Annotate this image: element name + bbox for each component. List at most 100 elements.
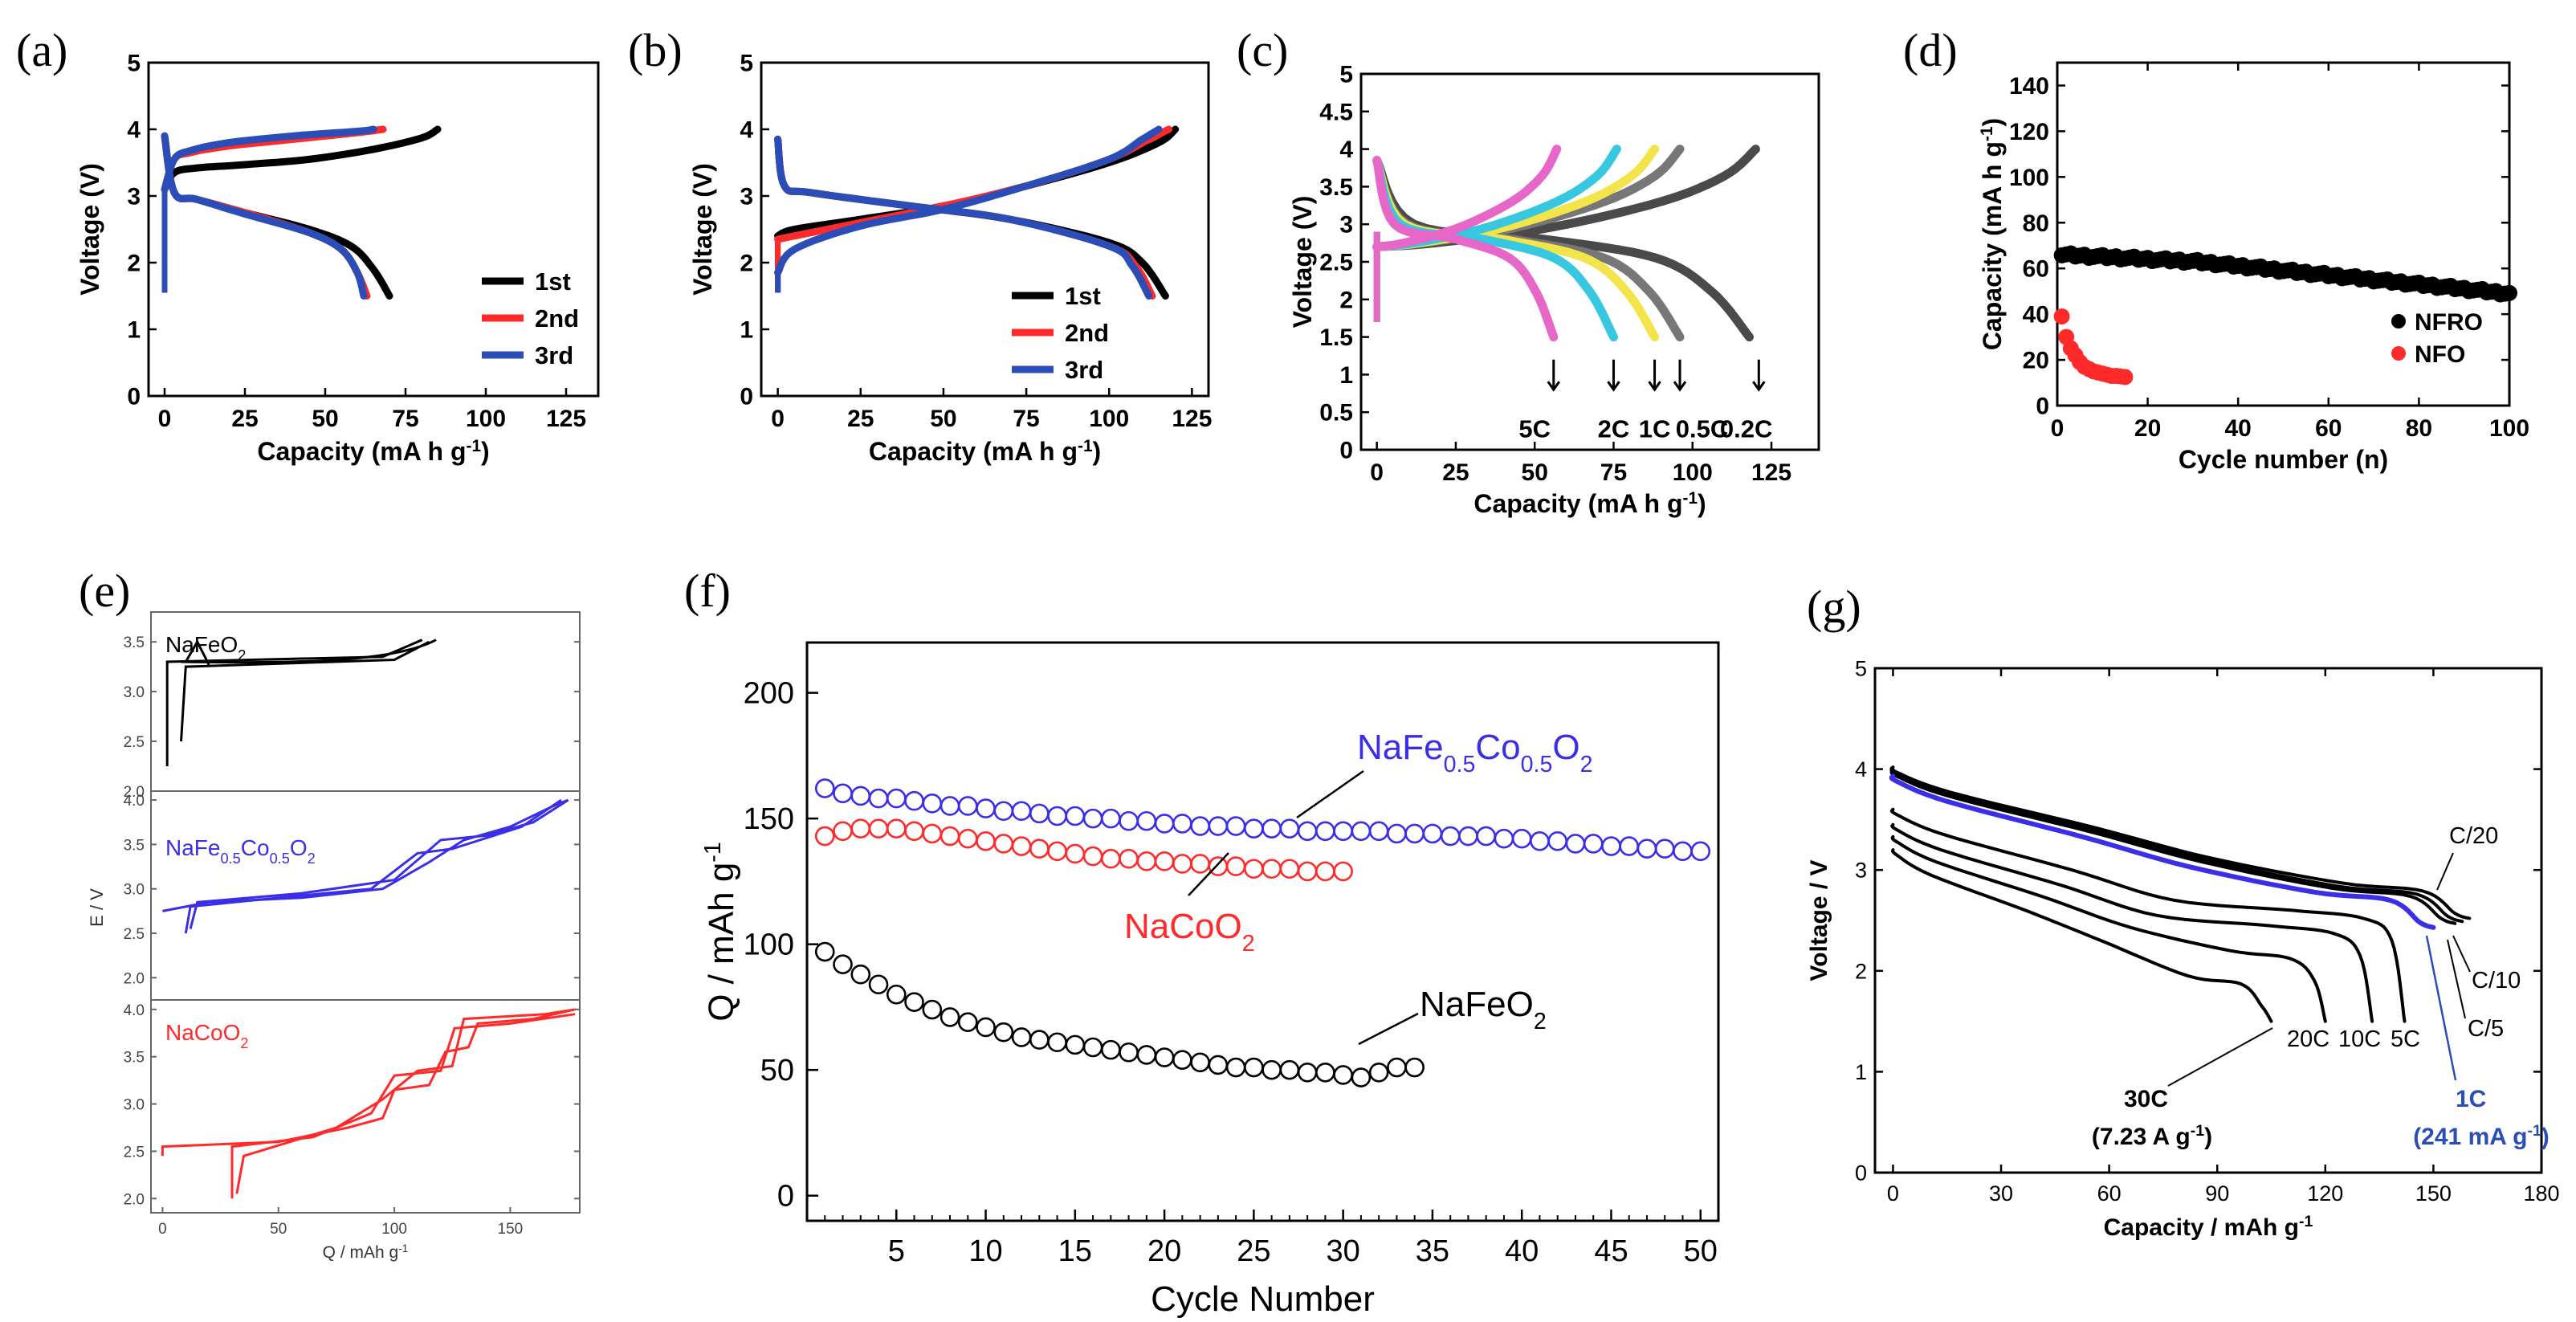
x-tick-label: 0 (1370, 459, 1384, 486)
rate-label-30c-current: (7.23 A g-1) (2092, 1122, 2212, 1150)
y-tick-label: 3.0 (124, 882, 145, 899)
y-tick-label: 3 (1855, 859, 1867, 883)
y-tick-label: 120 (2009, 119, 2049, 145)
leader-c10 (2452, 935, 2471, 973)
point-black (1225, 1057, 1246, 1078)
point-purple (1654, 838, 1675, 859)
point-purple (1244, 818, 1264, 838)
y-tick-label: 2 (127, 251, 141, 277)
point-purple (1494, 828, 1514, 849)
panel-g: 0 30 60 90 120 150 180 0 1 2 3 4 5 Capacity / mAh g-1… (1806, 656, 2560, 1241)
leader-nacoo2 (1188, 852, 1229, 896)
x-tick-label: 25 (1442, 459, 1469, 486)
y-tick-label: 2.0 (124, 784, 145, 801)
point-red (1011, 836, 1032, 856)
y-tick-label: 4 (740, 117, 753, 144)
nacoo2-curve (235, 1008, 576, 1194)
rate-label-c20: C/20 (2449, 823, 2498, 849)
rate-label-5C: 5C (1518, 415, 1551, 443)
point-red (957, 828, 978, 849)
x-tick-label: 10 (968, 1234, 1002, 1268)
y-tick-label: 140 (2009, 73, 2049, 100)
x-tick-label: 125 (1751, 459, 1791, 486)
x-tick-label: 35 (1416, 1234, 1449, 1268)
point-purple (1440, 826, 1461, 847)
rate-arrowhead-0.5C (1673, 381, 1687, 392)
series-10C (1890, 822, 2374, 1023)
x-tick-label: 125 (1172, 406, 1212, 432)
point-red (1172, 854, 1192, 874)
point-black (1011, 1027, 1032, 1047)
x-tick-label: 150 (498, 1221, 524, 1238)
point-black (904, 992, 924, 1012)
nafeo2-curve (185, 639, 210, 666)
point-black (886, 984, 907, 1005)
x-tick-label: 0 (771, 406, 785, 432)
series-C/10 (1889, 767, 2464, 924)
y-tick-label: 2.5 (124, 1144, 145, 1161)
x-tick-label: 120 (2307, 1181, 2343, 1206)
point-purple (940, 796, 960, 816)
y-tick-label: 3 (740, 184, 753, 210)
plot-frame (150, 611, 581, 1214)
x-tick-label: 0 (1887, 1181, 1899, 1206)
y-tick-label: 3.0 (124, 1097, 145, 1114)
x-tick-label: 25 (847, 406, 874, 432)
rate-label-0.2C: 0.2C (1720, 415, 1772, 443)
point-black (1244, 1057, 1264, 1078)
point-black (1190, 1052, 1210, 1073)
leader-30c (2167, 1027, 2273, 1087)
point-red (1297, 861, 1318, 882)
series-1C (1889, 773, 2436, 930)
y-tick-label: 2.5 (124, 734, 145, 751)
x-axis-title: Cycle Number (1151, 1279, 1375, 1319)
point-black (850, 964, 871, 985)
rate-label-20c: 20C (2287, 1026, 2329, 1052)
series-C/5 (1889, 769, 2457, 925)
point-black (1172, 1050, 1192, 1070)
point-black (833, 954, 853, 974)
y-tick-label: 2 (1339, 287, 1353, 313)
panel-label-d: (d) (1903, 24, 1958, 76)
x-tick-label: 90 (2205, 1181, 2229, 1206)
x-tick-label: 0 (158, 406, 172, 432)
y-axis-title: Capacity (mA h g-1) (1978, 118, 2007, 350)
subplot-label: NaCoO2 (165, 1020, 249, 1051)
point-black (993, 1022, 1014, 1043)
y-axis-title: Q / mAh g-1 (700, 842, 741, 1022)
point-purple (1208, 816, 1229, 836)
point-purple (1619, 836, 1640, 856)
point-purple (1333, 821, 1353, 842)
panel-a: 0 25 50 75 100 125 0 1 2 3 4 5 Capacity (mA h g-1) Vo… (75, 51, 600, 466)
point-purple (1065, 806, 1086, 826)
series-5C-charge (1372, 145, 1562, 251)
panel-f: 5 10 15 20 25 30 35 40 45 50 0 50 100 150 200 Cycle Num… (700, 641, 1720, 1319)
y-tick-label: 0 (2036, 394, 2049, 420)
panel-e: 2.02.53.03.5 NaFeO22.02.53.03.54.0NaFe0.5… (87, 611, 581, 1262)
point-red (1279, 859, 1300, 879)
y-tick-label: 0 (127, 384, 141, 410)
nacoo2-curve (230, 1013, 576, 1199)
x-tick-label: 40 (1505, 1234, 1539, 1268)
y-tick-label: 4 (127, 117, 141, 144)
point-black (976, 1017, 996, 1038)
point-red (922, 823, 943, 844)
y-tick-label: 3.5 (1319, 174, 1353, 201)
x-tick-label: 20 (1147, 1234, 1181, 1268)
x-tick-label: 80 (2406, 415, 2432, 442)
series-3rd-charge (774, 125, 1163, 276)
x-tick-label: 30 (1989, 1181, 2013, 1206)
y-tick-label: 5 (127, 51, 141, 77)
y-tick-label: 20 (2023, 348, 2049, 374)
x-tick-label: 125 (546, 406, 586, 432)
y-tick-label: 4 (1855, 757, 1867, 781)
nafecoo2-curve (189, 798, 569, 929)
rate-label-10c: 10C (2338, 1026, 2381, 1052)
point-red (833, 821, 853, 842)
point-purple (904, 790, 924, 811)
x-tick-label: 50 (1522, 459, 1548, 486)
panel-label-c: (c) (1237, 24, 1288, 76)
y-axis-title: Voltage (V) (75, 163, 104, 296)
point-red (1333, 861, 1353, 882)
point-purple (1547, 831, 1568, 851)
